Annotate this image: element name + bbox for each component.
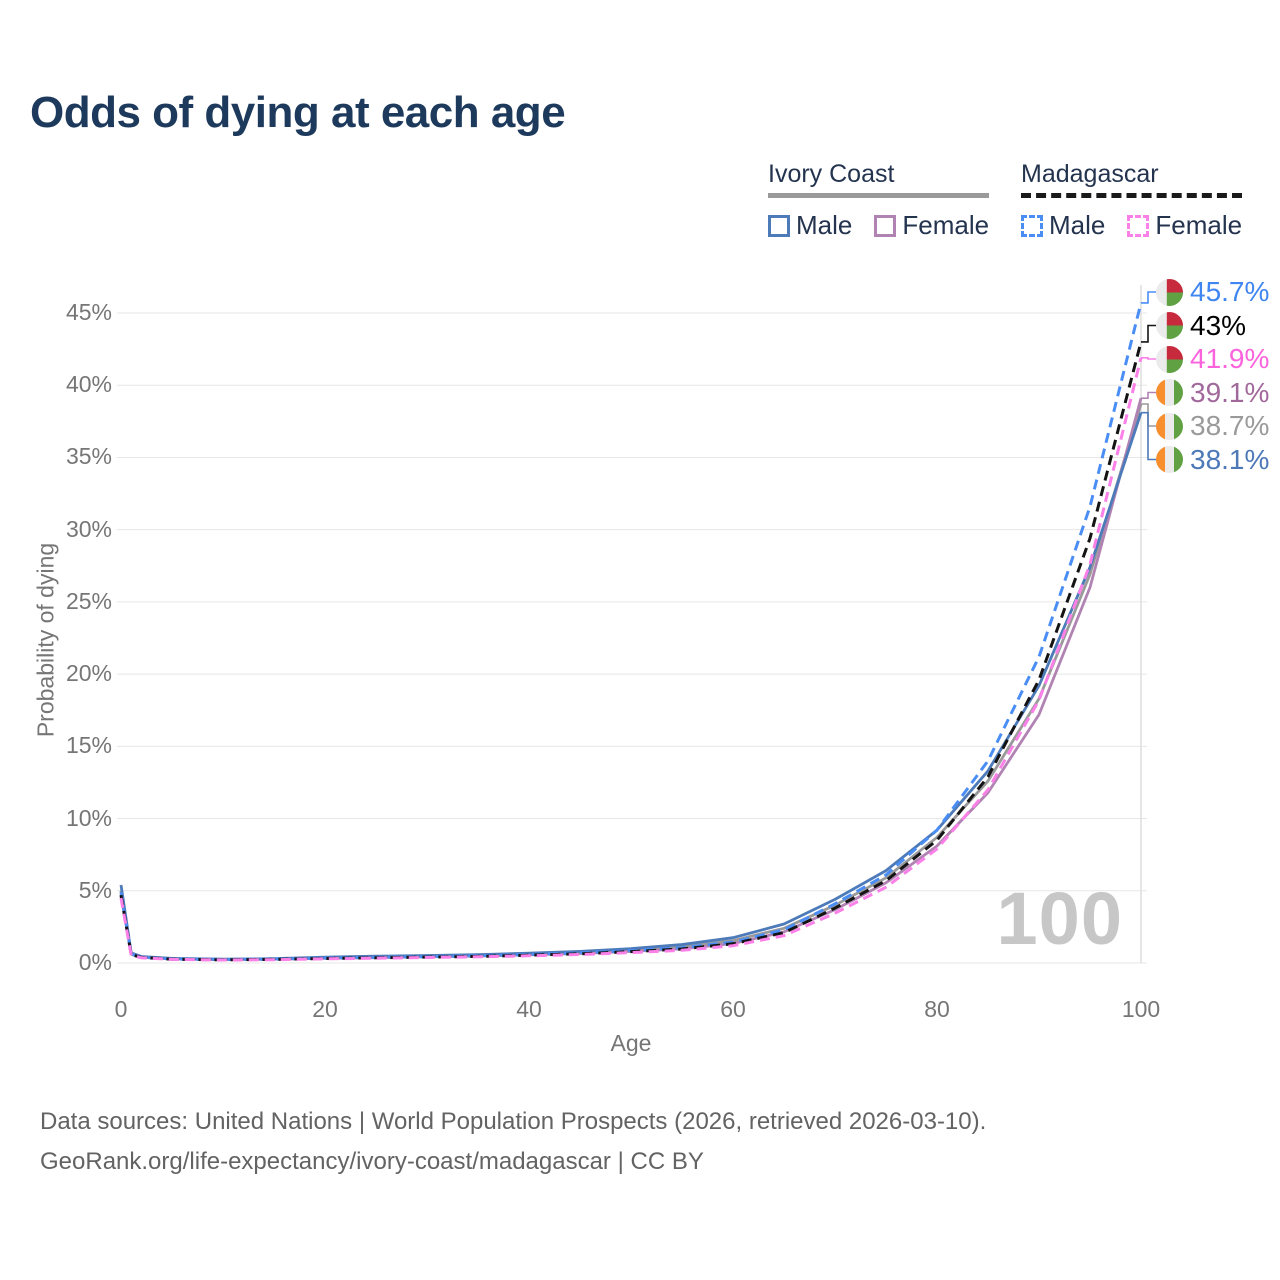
legend-swatch-icon (1021, 214, 1043, 237)
end-label-connector (1141, 324, 1156, 343)
legend-item-label: Male (796, 210, 853, 240)
legend-item-madagascar-female[interactable]: Female (1127, 210, 1242, 241)
legend-item-label: Male (1049, 210, 1106, 240)
legend-item-ivory-coast-female[interactable]: Female (874, 210, 989, 241)
legend-heading-madagascar: Madagascar (1021, 160, 1159, 188)
legend-group-madagascar: Madagascar Male Female (1021, 160, 1243, 241)
end-label-connector (1141, 356, 1156, 360)
end-label-connector (1141, 391, 1156, 400)
legend-line-sample-madagascar (1021, 193, 1243, 198)
legend-swatch-icon (768, 214, 790, 237)
y-axis-title: Probability of dying (32, 542, 59, 738)
series-line-madagascar-female[interactable] (119, 357, 1143, 962)
legend: Ivory Coast Male Female Madagascar Male … (0, 160, 1280, 240)
x-axis-title: Age (610, 1030, 652, 1056)
footer-attribution-link: GeoRank.org/life-expectancy/ivory-coast/… (40, 1148, 704, 1175)
footer-data-sources: Data sources: United Nations | World Pop… (40, 1108, 987, 1135)
legend-item-label: Female (902, 210, 990, 240)
hovered-age-watermark: 100 (996, 877, 1123, 960)
legend-group-ivory-coast: Ivory Coast Male Female (768, 160, 990, 241)
end-label-connector (1141, 291, 1156, 304)
page-title: Odds of dying at each age (30, 88, 566, 137)
legend-line-sample-ivory-coast (768, 193, 990, 198)
legend-item-ivory-coast-male[interactable]: Male (768, 210, 852, 241)
legend-heading-ivory-coast: Ivory Coast (768, 160, 895, 188)
legend-item-label: Female (1155, 210, 1243, 240)
legend-item-madagascar-male[interactable]: Male (1021, 210, 1105, 241)
footer: Data sources: United Nations | World Pop… (40, 1108, 1240, 1188)
end-label-connector (1141, 411, 1156, 461)
legend-swatch-icon (1127, 214, 1150, 237)
plot-area[interactable] (121, 283, 1141, 963)
legend-swatch-icon (874, 214, 897, 237)
